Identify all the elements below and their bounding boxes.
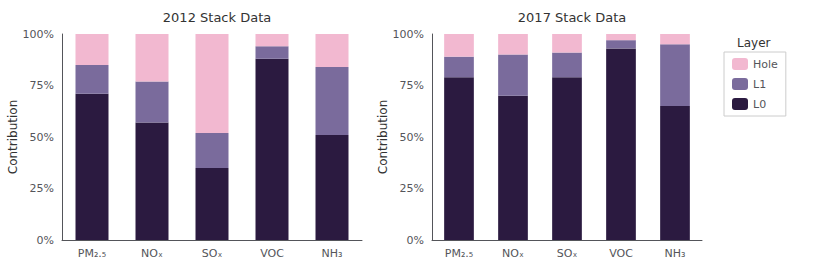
svg-text:NH₃: NH₃ — [665, 247, 686, 260]
svg-text:25%: 25% — [30, 182, 54, 195]
svg-text:NOₓ: NOₓ — [502, 247, 524, 260]
svg-text:L1: L1 — [753, 78, 766, 91]
svg-text:Contribution: Contribution — [6, 100, 20, 175]
svg-text:NH₃: NH₃ — [322, 247, 343, 260]
svg-text:VOC: VOC — [609, 247, 633, 260]
svg-text:L0: L0 — [753, 98, 766, 111]
svg-text:PM₂.₅: PM₂.₅ — [445, 247, 473, 260]
svg-text:2012 Stack Data: 2012 Stack Data — [163, 10, 271, 25]
svg-text:SOₓ: SOₓ — [557, 247, 578, 260]
svg-text:PM₂.₅: PM₂.₅ — [78, 247, 106, 260]
svg-text:SOₓ: SOₓ — [202, 247, 223, 260]
svg-text:0%: 0% — [37, 234, 54, 247]
svg-text:Layer: Layer — [737, 36, 771, 50]
svg-text:2017 Stack Data: 2017 Stack Data — [518, 10, 626, 25]
svg-text:Hole: Hole — [753, 58, 778, 71]
svg-text:VOC: VOC — [260, 247, 284, 260]
svg-text:75%: 75% — [30, 79, 54, 92]
svg-text:100%: 100% — [393, 28, 424, 41]
svg-text:75%: 75% — [400, 79, 424, 92]
svg-text:50%: 50% — [400, 131, 424, 144]
svg-text:100%: 100% — [23, 28, 54, 41]
svg-text:NOₓ: NOₓ — [141, 247, 163, 260]
svg-text:25%: 25% — [400, 182, 424, 195]
svg-text:50%: 50% — [30, 131, 54, 144]
svg-text:0%: 0% — [407, 234, 424, 247]
svg-text:Contribution: Contribution — [376, 100, 390, 175]
